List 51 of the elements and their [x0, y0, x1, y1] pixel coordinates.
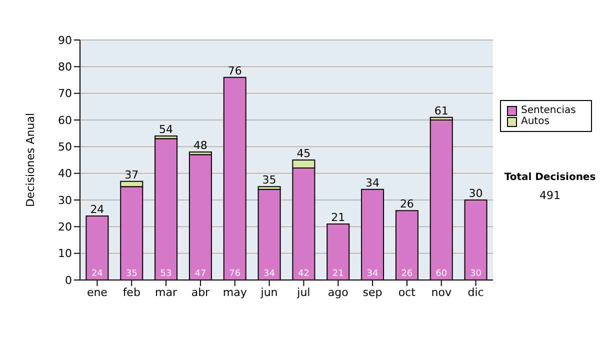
y-axis-title: Decisiones Anual [24, 112, 37, 208]
total-label: 21 [331, 211, 346, 224]
x-tick-label: ene [86, 286, 108, 299]
x-tick-label: jun [260, 286, 278, 299]
data-label: 34 [366, 269, 379, 279]
total-label: 54 [159, 123, 174, 136]
data-label: 34 [264, 269, 276, 279]
data-label: 35 [126, 269, 138, 279]
total-label: 30 [468, 187, 483, 200]
data-label: 26 [401, 269, 413, 279]
data-label: 21 [332, 269, 344, 279]
x-tick-label: dic [468, 286, 484, 299]
x-tick-label: sep [362, 286, 382, 299]
y-tick-label: 30 [58, 194, 72, 207]
data-label: 60 [436, 269, 448, 279]
total-label: 34 [366, 176, 380, 190]
y-tick-label: 10 [58, 247, 72, 260]
y-tick-label: 80 [58, 60, 72, 74]
total-label: 61 [434, 104, 448, 118]
y-tick-label: 70 [58, 87, 72, 100]
y-tick-label: 40 [58, 167, 72, 180]
text: Total Decisiones [503, 172, 597, 183]
x-tick-label: jul [296, 286, 310, 299]
data-label: 24 [91, 269, 104, 279]
data-label: 76 [229, 269, 241, 279]
y-tick-label: 0 [65, 274, 72, 287]
total-label: 26 [400, 198, 414, 211]
x-tick-label: oct [398, 286, 416, 299]
x-tick-label: may [222, 286, 248, 299]
total-label: 48 [193, 139, 208, 152]
legend-label: Sentencias [521, 105, 576, 116]
legend-label: Autos [521, 116, 550, 127]
text: 491 [538, 189, 562, 202]
y-tick-label: 60 [58, 114, 72, 127]
x-tick-label: mar [155, 286, 178, 299]
x-tick-label: nov [431, 286, 452, 299]
x-tick-label: abr [191, 286, 210, 299]
total-label: 37 [124, 168, 139, 182]
y-tick-label: 20 [58, 220, 72, 234]
y-tick-label: 50 [58, 140, 72, 154]
x-tick-label: ago [328, 286, 349, 299]
total-label: 24 [90, 203, 104, 216]
data-label: 30 [470, 269, 482, 279]
data-label: 42 [298, 269, 310, 279]
x-tick-label: feb [122, 286, 140, 299]
y-tick-label: 90 [58, 34, 72, 47]
data-label: 53 [160, 269, 172, 279]
data-label: 47 [194, 269, 206, 279]
total-label: 76 [228, 64, 242, 78]
total-label: 35 [262, 174, 276, 187]
total-label: 45 [296, 147, 311, 160]
